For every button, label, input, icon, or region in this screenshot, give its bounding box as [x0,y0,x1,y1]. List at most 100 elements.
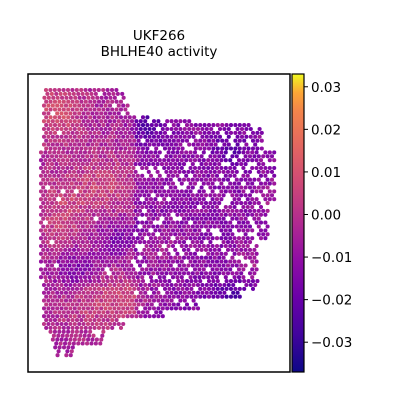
spot [184,123,190,128]
spot [123,302,128,307]
spot [96,197,101,202]
spot [107,224,112,229]
spot [256,162,261,167]
spot [99,314,104,319]
spot [140,165,145,171]
spot [254,189,259,194]
spot [85,162,90,167]
spot [222,290,227,295]
spot [233,279,238,284]
spot [138,298,143,303]
spot [203,169,209,174]
spot [188,181,193,186]
spot [198,286,203,291]
spot [83,286,88,291]
spot [136,302,141,307]
spot [206,123,212,128]
spot [126,197,132,202]
spot [107,119,113,124]
spot [219,158,224,163]
spot [58,177,63,182]
spot [148,275,154,280]
spot [74,220,79,225]
spot [124,185,129,190]
spot [43,197,48,202]
spot [208,208,213,213]
spot [247,271,253,276]
spot [182,298,187,303]
spot [118,204,123,210]
spot [91,267,96,272]
spot [131,212,136,217]
spot [127,138,132,143]
spot [138,134,143,139]
spot [243,224,248,229]
spot [151,126,157,132]
spot [135,228,140,233]
spot [85,314,91,319]
spot [138,314,143,319]
spot [118,259,123,264]
spot [219,212,224,217]
spot [109,228,114,233]
spot [93,201,99,206]
spot [98,185,103,190]
spot [210,259,215,264]
spot [85,134,91,139]
spot [113,197,118,202]
spot [135,197,140,202]
spot [129,224,134,229]
spot [79,99,84,104]
spot [177,193,182,198]
spot [80,232,85,237]
spot [124,224,129,229]
spot [83,329,88,334]
spot [41,154,46,159]
spot [83,87,88,93]
spot [184,267,189,272]
spot [66,302,71,307]
spot [112,119,117,124]
spot [85,185,90,190]
spot [132,138,137,143]
spot [181,154,187,159]
spot [208,177,213,182]
spot [179,212,184,217]
spot [164,216,169,221]
spot [252,263,257,268]
spot [90,314,95,319]
spot [52,146,58,151]
spot [71,91,76,96]
spot [120,216,125,221]
spot [219,181,224,186]
spot [246,146,251,151]
spot [209,282,214,288]
spot [219,236,224,241]
spot [170,173,176,178]
spot [116,314,121,319]
spot [68,353,73,358]
spot [98,263,103,268]
spot [113,236,118,241]
spot [90,298,95,303]
spot [122,275,127,280]
spot [151,119,157,124]
spot [100,251,105,256]
spot [100,228,105,233]
spot [248,134,253,139]
spot [162,158,167,163]
spot [258,189,264,194]
spot [243,216,248,221]
spot [164,154,169,159]
spot [160,134,165,139]
spot [96,220,101,225]
spot [44,123,49,128]
spot [81,337,86,342]
spot [146,154,151,159]
spot [113,173,118,178]
spot [83,310,88,315]
spot [199,247,204,252]
spot [58,185,63,190]
spot [109,236,114,241]
spot [153,243,158,249]
